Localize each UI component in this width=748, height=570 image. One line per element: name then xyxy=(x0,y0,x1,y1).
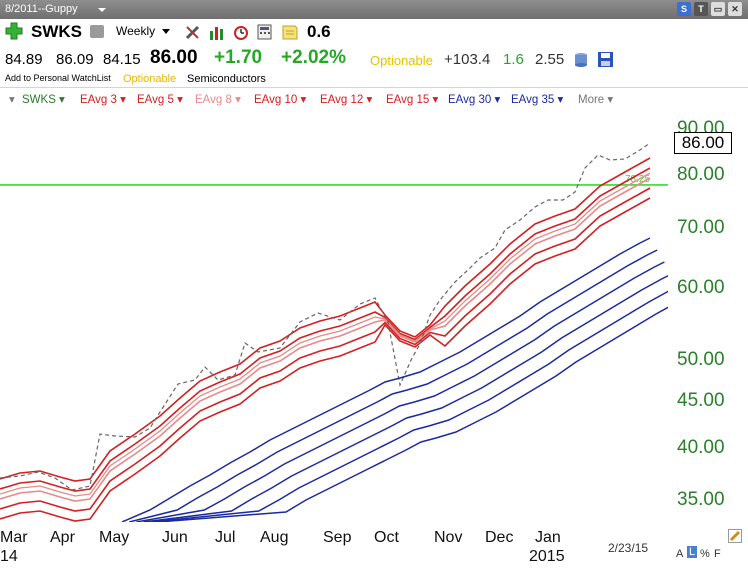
ema-long-line-6 xyxy=(157,306,668,522)
ema-long-line-5 xyxy=(150,290,668,522)
legend-toggle-icon[interactable]: ▾ xyxy=(9,94,15,106)
x-tick-label: Mar xyxy=(0,529,28,546)
quote-change: +1.70 xyxy=(214,47,263,68)
optionable-flag: Optionable xyxy=(370,53,433,68)
rs-rating-value: 0.6 xyxy=(307,22,331,41)
price-chart[interactable]: 78.25 xyxy=(0,108,668,522)
ema-short-line-1 xyxy=(0,157,651,482)
database-icon[interactable] xyxy=(573,52,589,68)
info-bar: Add to Personal WatchList Optionable Sem… xyxy=(0,72,748,86)
x-year-label: 14 xyxy=(0,548,18,565)
quote-last: 86.00 xyxy=(150,47,198,68)
legend-item-eavg-30[interactable]: EAvg 30 ▾ xyxy=(448,94,501,106)
save-icon[interactable] xyxy=(597,51,614,68)
scale-a-button[interactable]: A xyxy=(676,548,684,560)
calculator-icon[interactable] xyxy=(256,23,274,41)
quote-stat3: 2.55 xyxy=(535,51,565,68)
sector-label[interactable]: Semiconductors xyxy=(187,73,266,85)
x-tick-label: Jun xyxy=(162,529,188,546)
bar-chart-icon[interactable] xyxy=(208,23,226,41)
y-tick-label: 70.00 xyxy=(677,216,725,238)
last-price-box: 86.00 xyxy=(674,132,732,154)
scale-log-button[interactable]: L xyxy=(687,546,698,558)
scale-pct-button[interactable]: % xyxy=(700,548,710,560)
x-tick-label: Oct xyxy=(374,529,399,546)
x-tick-label: Apr xyxy=(50,529,75,546)
x-year-label: 2015 xyxy=(529,548,565,565)
phone-icon[interactable] xyxy=(90,25,104,38)
y-tick-label: 60.00 xyxy=(677,277,725,299)
x-tick-label: May xyxy=(99,529,130,546)
title-dropdown-icon[interactable] xyxy=(98,8,106,12)
date-label: 2/23/15 xyxy=(608,541,649,555)
y-tick-label: 50.00 xyxy=(677,348,725,370)
ema-short-line-2 xyxy=(0,167,651,492)
legend-item-swks[interactable]: SWKS ▾ xyxy=(22,94,65,106)
legend-item-eavg-35[interactable]: EAvg 35 ▾ xyxy=(511,94,564,106)
legend-bar: SWKS ▾ EAvg 3 ▾ EAvg 5 ▾ EAvg 8 ▾ EAvg 10 ▾ E… xyxy=(0,87,748,108)
legend-item-eavg-12[interactable]: EAvg 12 ▾ xyxy=(320,94,373,106)
quote-stat2: 1.6 xyxy=(503,51,524,68)
quote-bar: 84.89 86.09 84.15 86.00 +1.70 +2.02% Opt… xyxy=(0,46,748,72)
y-tick-label: 40.00 xyxy=(677,436,725,458)
y-tick-label: 45.00 xyxy=(677,390,725,412)
close-icon[interactable]: ✕ xyxy=(728,2,742,16)
ema-short-line-pink xyxy=(0,172,651,497)
ema-short-line-5 xyxy=(0,197,651,522)
ema-long-line-3 xyxy=(136,261,665,522)
alarm-clock-icon[interactable] xyxy=(232,23,250,41)
ema-long-line-1 xyxy=(121,237,651,522)
quote-low: 84.89 xyxy=(5,51,43,68)
x-tick-label: Aug xyxy=(260,529,289,546)
symbol-label[interactable]: SWKS xyxy=(31,22,82,41)
legend-item-eavg-15[interactable]: EAvg 15 ▾ xyxy=(386,94,439,106)
ema-long-line-4 xyxy=(143,274,668,522)
price-line xyxy=(0,142,651,491)
quote-high: 86.09 xyxy=(56,51,94,68)
legend-item-more[interactable]: More ▾ xyxy=(578,94,614,106)
ema-short-line-3 xyxy=(0,177,651,502)
quote-stat1: +103.4 xyxy=(444,51,491,68)
period-caret-icon[interactable] xyxy=(162,29,170,34)
legend-item-eavg-10[interactable]: EAvg 10 ▾ xyxy=(254,94,307,106)
tv-icon[interactable]: T xyxy=(694,2,708,16)
symbol-toolbar: SWKS Weekly 0.6 xyxy=(0,19,748,46)
window-titlebar: 8/2011--Guppy S T ▭ ✕ xyxy=(0,0,748,19)
s-icon[interactable]: S xyxy=(677,2,691,16)
x-tick-label: Jan xyxy=(535,529,561,546)
y-tick-label: 80.00 xyxy=(677,164,725,186)
tools-icon[interactable] xyxy=(184,23,202,41)
legend-item-eavg-5[interactable]: EAvg 5 ▾ xyxy=(137,94,183,106)
window-title: 8/2011--Guppy xyxy=(5,3,78,15)
x-tick-label: Nov xyxy=(434,529,463,546)
quote-open: 84.15 xyxy=(103,51,141,68)
add-plus-icon[interactable] xyxy=(5,22,23,40)
pencil-icon[interactable] xyxy=(728,529,742,543)
legend-item-eavg-3[interactable]: EAvg 3 ▾ xyxy=(80,94,126,106)
period-select[interactable]: Weekly xyxy=(116,24,156,38)
note-icon[interactable] xyxy=(281,23,299,41)
restore-icon[interactable]: ▭ xyxy=(711,2,725,16)
x-tick-label: Sep xyxy=(323,529,352,546)
quote-change-pct: +2.02% xyxy=(281,47,346,68)
optionable-label: Optionable xyxy=(123,73,177,85)
x-tick-label: Jul xyxy=(215,529,236,546)
ema-short-line-4 xyxy=(0,187,651,512)
add-watchlist-link[interactable]: Add to Personal WatchList xyxy=(5,73,111,83)
ema-long-line-2 xyxy=(129,249,658,522)
x-tick-label: Dec xyxy=(485,529,514,546)
legend-item-eavg-8[interactable]: EAvg 8 ▾ xyxy=(195,94,241,106)
scale-f-button[interactable]: F xyxy=(714,548,721,560)
y-tick-label: 35.00 xyxy=(677,489,725,510)
